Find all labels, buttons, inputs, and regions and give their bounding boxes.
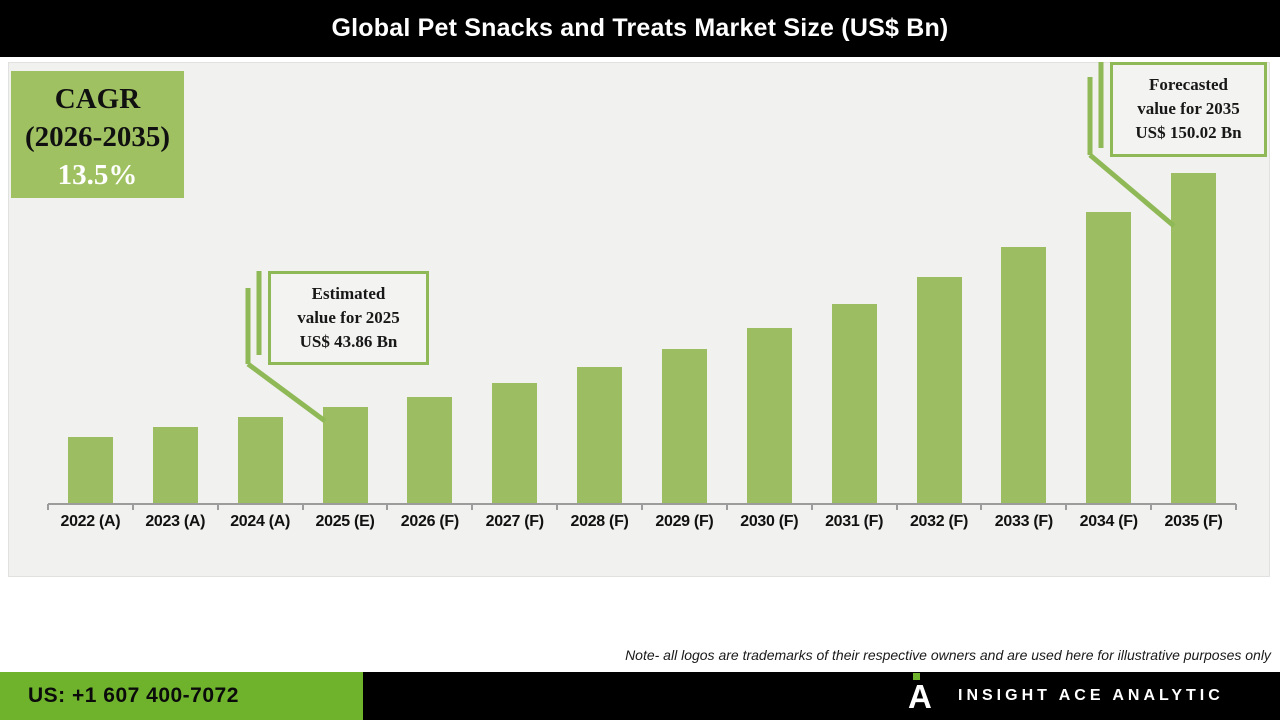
x-tick-label: 2032 (F) bbox=[909, 513, 969, 530]
phone-number: US: +1 607 400-7072 bbox=[28, 684, 239, 707]
x-tick-label: 2035 (F) bbox=[1164, 513, 1223, 530]
x-tick-label: 2028 (F) bbox=[570, 513, 629, 530]
axis-tick bbox=[556, 504, 559, 510]
chart-panel bbox=[8, 62, 1270, 577]
bar-2033 bbox=[1001, 247, 1047, 503]
title-bar: Global Pet Snacks and Treats Market Size… bbox=[0, 0, 1280, 57]
logo-green-dot bbox=[913, 673, 920, 680]
bar-2032 bbox=[916, 277, 962, 503]
axis-tick bbox=[131, 504, 134, 510]
forecasted-value-callout: Forecasted value for 2035 US$ 150.02 Bn bbox=[1110, 62, 1267, 157]
axis-tick bbox=[1235, 504, 1237, 510]
bar-2035 bbox=[1171, 173, 1217, 503]
bar-2028 bbox=[577, 367, 623, 503]
axis-tick bbox=[810, 504, 813, 510]
axis-tick bbox=[1150, 504, 1153, 510]
cagr-value: 13.5% bbox=[57, 159, 138, 191]
axis-tick bbox=[895, 504, 898, 510]
bar-2034 bbox=[1086, 212, 1132, 503]
footer-brand-panel: A INSIGHT ACE ANALYTIC bbox=[363, 672, 1280, 720]
axis-tick bbox=[471, 504, 474, 510]
x-tick-label: 2024 (A) bbox=[230, 513, 291, 530]
callout-line: Estimated bbox=[311, 284, 386, 303]
bar-2022 bbox=[67, 437, 113, 503]
page-title: Global Pet Snacks and Treats Market Size… bbox=[331, 14, 949, 42]
axis-tick bbox=[725, 504, 728, 510]
footer-bar: US: +1 607 400-7072 A INSIGHT ACE ANALYT… bbox=[0, 672, 1280, 720]
axis-tick bbox=[386, 504, 389, 510]
trademark-note: Note- all logos are trademarks of their … bbox=[625, 647, 1271, 663]
callout-line: Forecasted bbox=[1149, 75, 1228, 94]
insight-ace-logo-icon: A bbox=[906, 673, 948, 716]
callout-value: US$ 43.86 Bn bbox=[299, 332, 398, 351]
bar-2024 bbox=[237, 417, 283, 503]
callout-line: value for 2035 bbox=[1137, 99, 1240, 118]
bar-2031 bbox=[831, 304, 877, 503]
bar-2026 bbox=[407, 397, 453, 503]
x-tick-label: 2023 (A) bbox=[145, 513, 206, 530]
x-tick-label: 2022 (A) bbox=[60, 513, 121, 530]
market-contributors-strip: Market Contributors: Colgate-Palmolive g… bbox=[0, 577, 1280, 677]
bar-2023 bbox=[152, 427, 198, 503]
bar-2029 bbox=[661, 349, 707, 503]
brand-name: INSIGHT ACE ANALYTIC bbox=[958, 687, 1224, 704]
x-tick-label: 2025 (E) bbox=[315, 513, 375, 530]
axis-tick bbox=[641, 504, 643, 510]
callout-value: US$ 150.02 Bn bbox=[1135, 123, 1242, 142]
x-tick-label: 2033 (F) bbox=[994, 513, 1053, 530]
estimated-value-callout: Estimated value for 2025 US$ 43.86 Bn bbox=[268, 271, 429, 365]
axis-tick bbox=[1065, 504, 1068, 510]
bar-2025 bbox=[322, 407, 368, 503]
axis-tick bbox=[216, 504, 219, 510]
cagr-period: (2026-2035) bbox=[25, 121, 170, 153]
x-tick-label: 2029 (F) bbox=[655, 513, 714, 530]
logo-a-glyph: A bbox=[908, 678, 932, 715]
cagr-box: CAGR (2026-2035) 13.5% bbox=[11, 71, 184, 198]
x-tick-label: 2027 (F) bbox=[485, 513, 544, 530]
axis-tick bbox=[301, 504, 304, 510]
cagr-label: CAGR bbox=[54, 83, 141, 115]
axis-tick bbox=[980, 504, 983, 510]
footer-phone-panel: US: +1 607 400-7072 bbox=[0, 672, 363, 720]
x-tick-label: 2034 (F) bbox=[1079, 513, 1138, 530]
x-tick-label: 2031 (F) bbox=[825, 513, 884, 530]
axis-tick bbox=[47, 504, 49, 510]
callout-line: value for 2025 bbox=[297, 308, 400, 327]
bar-2027 bbox=[492, 383, 538, 503]
bar-2030 bbox=[746, 328, 792, 503]
x-tick-label: 2026 (F) bbox=[400, 513, 459, 530]
x-tick-label: 2030 (F) bbox=[740, 513, 799, 530]
